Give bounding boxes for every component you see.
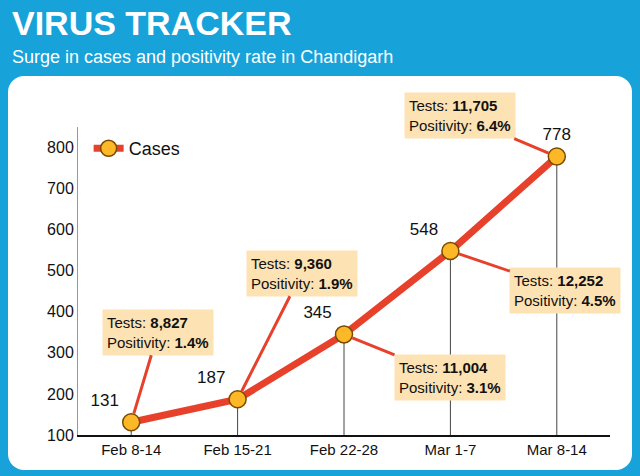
svg-text:187: 187 (197, 368, 225, 387)
svg-text:Tests: 9,360Positivity: 1.9%: Tests: 9,360Positivity: 1.9% (251, 255, 353, 292)
svg-text:Tests: 8,827Positivity: 1.4%: Tests: 8,827Positivity: 1.4% (107, 314, 209, 351)
svg-text:600: 600 (47, 221, 74, 238)
svg-text:200: 200 (47, 386, 74, 403)
svg-text:Tests: 11,004Positivity: 3.1%: Tests: 11,004Positivity: 3.1% (399, 359, 501, 396)
svg-text:Mar 1-7: Mar 1-7 (425, 441, 477, 458)
svg-text:Feb 8-14: Feb 8-14 (101, 441, 161, 458)
svg-text:345: 345 (303, 303, 331, 322)
svg-text:778: 778 (543, 125, 571, 144)
svg-text:131: 131 (91, 391, 119, 410)
svg-text:400: 400 (47, 303, 74, 320)
svg-text:800: 800 (47, 139, 74, 156)
html-text:VIRUS TRACKER: VIRUS TRACKER (12, 4, 292, 42)
svg-text:700: 700 (47, 180, 74, 197)
svg-text:500: 500 (47, 262, 74, 279)
html-text:Surge in cases and positivity: Surge in cases and positivity rate in Ch… (12, 47, 394, 67)
svg-text:Cases: Cases (129, 139, 180, 159)
svg-text:Mar 8-14: Mar 8-14 (527, 441, 587, 458)
svg-text:300: 300 (47, 344, 74, 361)
svg-text:Tests: 11,705Positivity: 6.4%: Tests: 11,705Positivity: 6.4% (409, 97, 511, 134)
svg-text:Feb 15-21: Feb 15-21 (203, 441, 271, 458)
svg-text:100: 100 (47, 427, 74, 444)
svg-text:Tests: 12,252Positivity: 4.5%: Tests: 12,252Positivity: 4.5% (514, 272, 616, 309)
svg-text:Feb 22-28: Feb 22-28 (310, 441, 378, 458)
svg-text:548: 548 (410, 220, 438, 239)
